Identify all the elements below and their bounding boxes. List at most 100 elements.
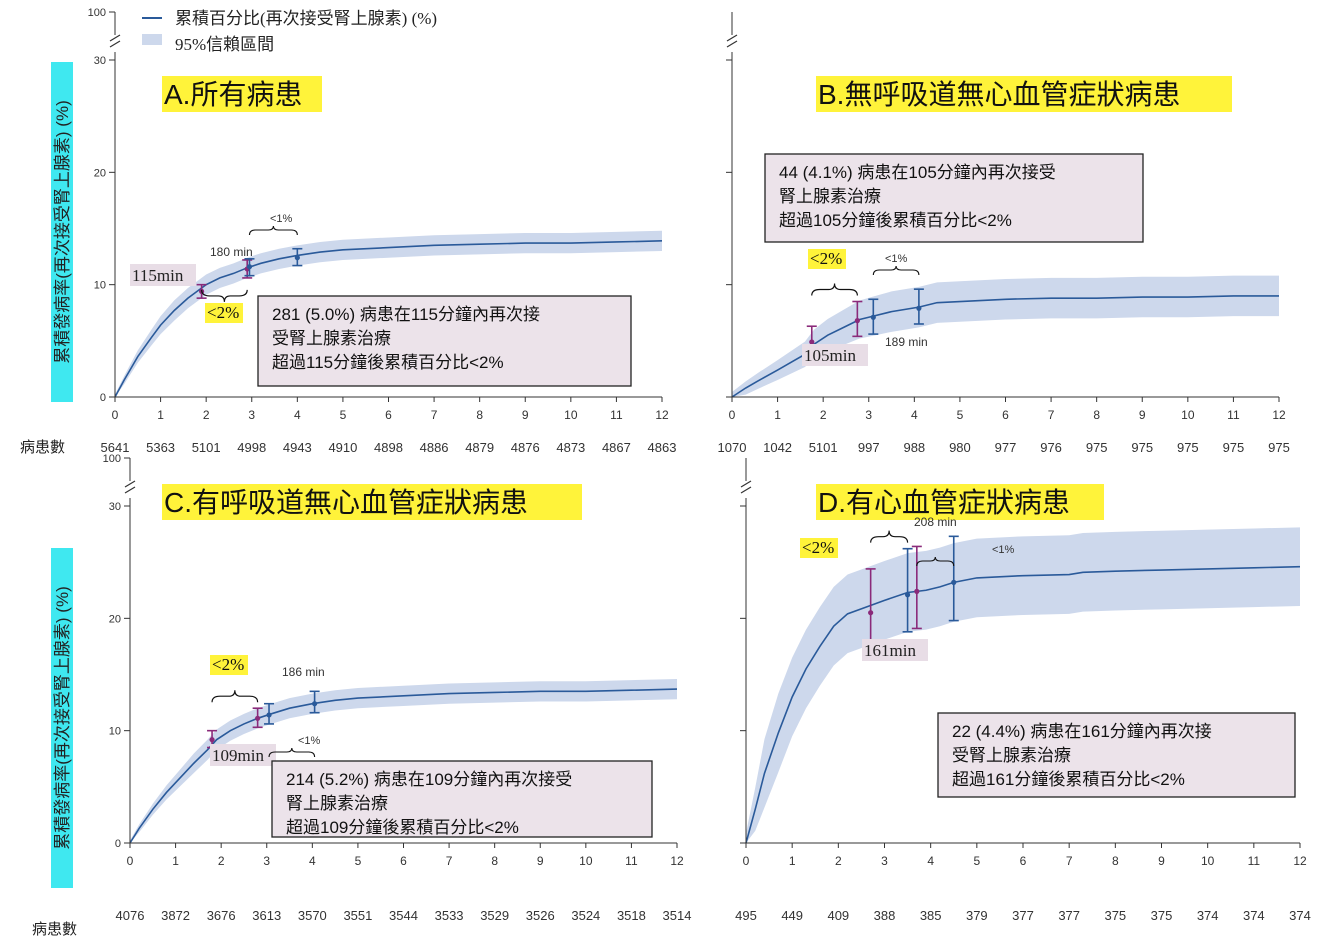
x-tick-label: 9 bbox=[1139, 408, 1146, 422]
n-at-risk-value: 385 bbox=[920, 908, 942, 923]
less2-label: <2% bbox=[802, 538, 834, 557]
data-point bbox=[809, 339, 815, 345]
n-at-risk-value: 3518 bbox=[617, 908, 646, 923]
n-at-risk-value: 3676 bbox=[207, 908, 236, 923]
n-at-risk-value: 4879 bbox=[465, 440, 494, 455]
less1-label: <1% bbox=[298, 735, 321, 747]
x-tick-label: 9 bbox=[537, 854, 544, 868]
ci-band bbox=[732, 275, 1279, 397]
n-at-risk-value: 1042 bbox=[763, 440, 792, 455]
n-at-risk-value: 4910 bbox=[328, 440, 357, 455]
x-tick-label: 5 bbox=[957, 408, 964, 422]
n-at-risk-value: 388 bbox=[874, 908, 896, 923]
min-label: 186 min bbox=[282, 665, 325, 679]
x-tick-label: 10 bbox=[1201, 854, 1215, 868]
summary-line: 超過109分鐘後累積百分比<2% bbox=[286, 818, 519, 837]
less1-label: <1% bbox=[270, 213, 293, 225]
summary-line: 超過115分鐘後累積百分比<2% bbox=[272, 353, 504, 372]
data-point bbox=[854, 318, 860, 324]
series-line bbox=[114, 240, 663, 398]
n-at-risk-value: 1070 bbox=[718, 440, 747, 455]
y-axis-title: 累積發病率(再次接受腎上腺素) (%) bbox=[53, 100, 72, 363]
x-tick-label: 7 bbox=[1048, 408, 1055, 422]
n-at-risk-value: 3514 bbox=[663, 908, 692, 923]
time-label-bg bbox=[210, 744, 276, 766]
less1-label: <1% bbox=[992, 544, 1015, 556]
summary-line: 214 (5.2%) 病患在109分鐘內再次接受 bbox=[286, 770, 572, 789]
data-point bbox=[904, 592, 911, 598]
x-tick-label: 11 bbox=[610, 408, 623, 422]
less2-label: <2% bbox=[212, 655, 244, 674]
x-tick-label: 9 bbox=[522, 408, 529, 422]
n-at-risk-value: 495 bbox=[735, 908, 757, 923]
min-label: 208 min bbox=[914, 515, 957, 529]
n-at-risk-value: 4076 bbox=[116, 908, 145, 923]
summary-box bbox=[937, 712, 1296, 798]
summary-line: 受腎上腺素治療 bbox=[272, 329, 391, 348]
time-label-bg bbox=[130, 264, 196, 286]
x-tick-label: 4 bbox=[309, 854, 316, 868]
axis-break-mark bbox=[124, 486, 136, 494]
n-at-risk-value: 3613 bbox=[252, 908, 281, 923]
n-at-risk-value: 409 bbox=[827, 908, 849, 923]
x-tick-label: 4 bbox=[927, 854, 934, 868]
x-tick-label: 0 bbox=[127, 854, 134, 868]
time-label: 109min bbox=[212, 746, 264, 765]
n-at-risk-value: 3529 bbox=[480, 908, 509, 923]
x-tick-label: 8 bbox=[1093, 408, 1100, 422]
x-tick-label: 3 bbox=[263, 854, 270, 868]
summary-line: 281 (5.0%) 病患在115分鐘內再次接 bbox=[272, 305, 540, 324]
data-point bbox=[870, 314, 876, 320]
n-at-risk-value: 377 bbox=[1058, 908, 1080, 923]
x-tick-label: 10 bbox=[1181, 408, 1195, 422]
x-tick-label: 12 bbox=[655, 408, 669, 422]
n-at-risk-value: 975 bbox=[1223, 440, 1245, 455]
x-tick-label: 1 bbox=[789, 854, 796, 868]
n-at-risk-value: 3551 bbox=[343, 908, 372, 923]
n-at-risk-value: 975 bbox=[1177, 440, 1199, 455]
x-tick-label: 0 bbox=[743, 854, 750, 868]
summary-box bbox=[271, 760, 653, 838]
legend-band-label: 95%信賴區間 bbox=[175, 35, 274, 54]
ci-band bbox=[746, 527, 1300, 843]
n-at-risk-value: 374 bbox=[1243, 908, 1265, 923]
n-at-risk-value: 3570 bbox=[298, 908, 327, 923]
time-label-bg bbox=[802, 344, 868, 366]
n-at-risk-value: 4943 bbox=[283, 440, 312, 455]
x-tick-label: 2 bbox=[820, 408, 827, 422]
less1-bracket bbox=[248, 225, 298, 236]
n-at-risk-value: 4886 bbox=[420, 440, 449, 455]
summary-line: 22 (4.4%) 病患在161分鐘內再次接 bbox=[952, 722, 1212, 741]
time-label-bg bbox=[862, 639, 928, 661]
x-tick-label: 1 bbox=[157, 408, 164, 422]
x-tick-label: 7 bbox=[1066, 854, 1073, 868]
n-at-risk-label-bottom: 病患數 bbox=[32, 921, 77, 938]
n-at-risk-value: 3544 bbox=[389, 908, 418, 923]
y-tick-label: 100 bbox=[103, 453, 121, 465]
ci-band bbox=[130, 678, 677, 843]
x-tick-label: 5 bbox=[355, 854, 362, 868]
data-point bbox=[209, 737, 215, 743]
summary-line: 受腎上腺素治療 bbox=[952, 746, 1071, 765]
n-at-risk-value: 449 bbox=[781, 908, 803, 923]
x-tick-label: 4 bbox=[911, 408, 918, 422]
data-point bbox=[951, 579, 957, 585]
y-axis-title: 累積發病率(再次接受腎上腺素) (%) bbox=[53, 586, 72, 849]
axis-break-mark bbox=[726, 40, 738, 48]
n-at-risk-value: 980 bbox=[949, 440, 971, 455]
x-tick-label: 3 bbox=[865, 408, 872, 422]
axis-break-mark bbox=[740, 486, 752, 494]
n-at-risk-value: 4873 bbox=[556, 440, 585, 455]
axis-break-mark bbox=[109, 34, 121, 42]
n-at-risk-value: 374 bbox=[1289, 908, 1311, 923]
less2-highlight bbox=[205, 303, 243, 323]
data-point bbox=[255, 715, 261, 721]
less1-label: <1% bbox=[885, 253, 908, 265]
n-at-risk-value: 997 bbox=[858, 440, 880, 455]
x-tick-label: 4 bbox=[294, 408, 301, 422]
y-tick-label: 30 bbox=[109, 501, 121, 513]
